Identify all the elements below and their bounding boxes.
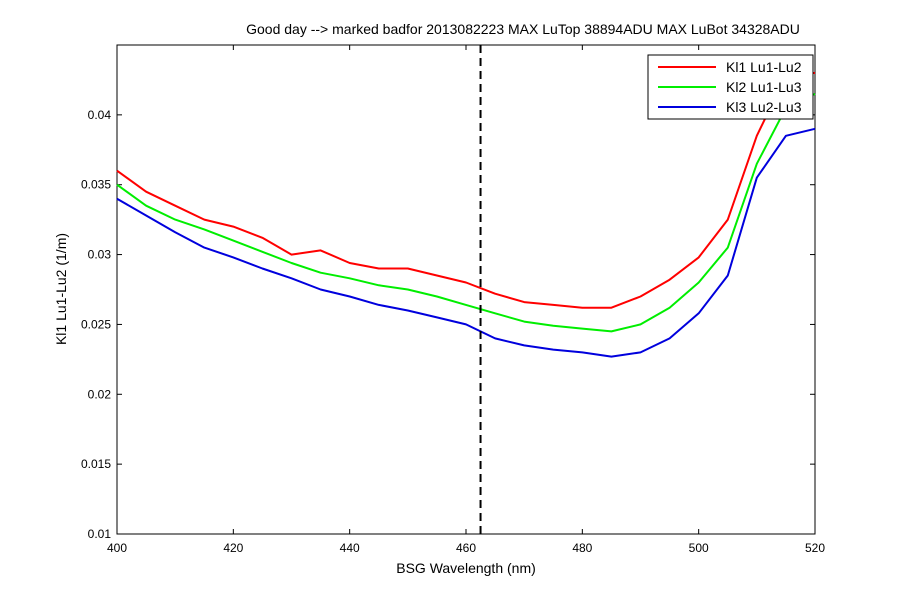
x-axis-label: BSG Wavelength (nm) [396, 560, 536, 576]
x-tick-label: 440 [340, 541, 360, 555]
series-line-3 [116, 127, 816, 358]
y-tick-label: 0.035 [81, 178, 111, 192]
y-axis-label: Kl1 Lu1-Lu2 (1/m) [53, 233, 69, 345]
x-tick-label: 420 [223, 541, 243, 555]
plot-area [116, 44, 816, 535]
x-tick-label: 460 [456, 541, 476, 555]
series-layer [116, 71, 816, 358]
series-line-2 [116, 92, 816, 333]
x-tick-label: 400 [107, 541, 127, 555]
y-tick-label: 0.015 [81, 457, 111, 471]
series-line-1 [116, 71, 816, 309]
y-tick-label: 0.025 [81, 317, 111, 331]
x-tick-label: 500 [689, 541, 709, 555]
x-tick-label: 480 [572, 541, 592, 555]
y-tick-label: 0.03 [88, 248, 112, 262]
x-axis-ticks: 400 420 440 460 480 500 520 [107, 45, 825, 555]
legend: Kl1 Lu1-Lu2 Kl2 Lu1-Lu3 Kl3 Lu2-Lu3 [647, 54, 814, 120]
y-axis-ticks: 0.01 0.015 0.02 0.025 0.03 0.035 0.04 [81, 108, 815, 541]
legend-label-series-2: Kl2 Lu1-Lu3 [726, 79, 802, 95]
chart-title: Good day --> marked badfor 2013082223 MA… [246, 21, 800, 37]
y-tick-label: 0.01 [88, 527, 112, 541]
y-tick-label: 0.02 [88, 387, 112, 401]
legend-label-series-3: Kl3 Lu2-Lu3 [726, 99, 802, 115]
y-tick-label: 0.04 [88, 108, 112, 122]
legend-label-series-1: Kl1 Lu1-Lu2 [726, 59, 802, 75]
x-tick-label: 520 [805, 541, 825, 555]
